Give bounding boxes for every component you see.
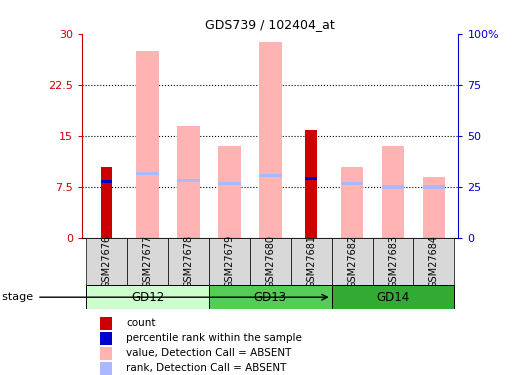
Bar <box>86 238 127 285</box>
Bar <box>168 238 209 285</box>
Bar <box>422 177 445 238</box>
Bar <box>259 174 281 177</box>
Bar <box>177 126 200 238</box>
Bar <box>305 130 317 238</box>
Bar <box>100 317 112 330</box>
Text: development stage: development stage <box>0 292 33 302</box>
Text: count: count <box>126 318 156 328</box>
Bar <box>100 347 112 360</box>
Bar <box>291 238 332 285</box>
Text: GSM27683: GSM27683 <box>388 235 398 288</box>
Bar <box>136 172 159 175</box>
Bar <box>413 238 454 285</box>
Bar <box>218 146 241 238</box>
Bar <box>209 238 250 285</box>
Text: GSM27679: GSM27679 <box>224 235 234 288</box>
Bar <box>101 180 112 183</box>
Bar <box>422 186 445 189</box>
Bar <box>177 178 200 182</box>
Text: GD13: GD13 <box>254 291 287 304</box>
Bar <box>382 146 404 238</box>
Bar <box>209 285 332 309</box>
Text: GSM27678: GSM27678 <box>183 235 193 288</box>
Text: GSM27682: GSM27682 <box>347 235 357 288</box>
Text: rank, Detection Call = ABSENT: rank, Detection Call = ABSENT <box>126 363 287 374</box>
Bar <box>218 182 241 185</box>
Text: GSM27684: GSM27684 <box>429 235 439 288</box>
Text: GSM27677: GSM27677 <box>143 235 153 288</box>
Bar <box>373 238 413 285</box>
Text: GSM27680: GSM27680 <box>266 235 275 288</box>
Bar <box>341 182 364 185</box>
Bar <box>382 186 404 189</box>
Text: GD14: GD14 <box>376 291 410 304</box>
Bar <box>100 332 112 345</box>
Text: GSM27676: GSM27676 <box>102 235 112 288</box>
Text: GSM27681: GSM27681 <box>306 235 316 288</box>
Bar <box>332 285 454 309</box>
Bar <box>259 42 281 238</box>
Text: value, Detection Call = ABSENT: value, Detection Call = ABSENT <box>126 348 292 358</box>
Bar <box>100 362 112 375</box>
Bar <box>341 166 364 238</box>
Bar <box>86 285 209 309</box>
Bar <box>250 238 291 285</box>
Title: GDS739 / 102404_at: GDS739 / 102404_at <box>206 18 335 31</box>
Text: percentile rank within the sample: percentile rank within the sample <box>126 333 302 344</box>
Bar <box>136 51 159 238</box>
Bar <box>305 177 317 180</box>
Text: GD12: GD12 <box>131 291 164 304</box>
Bar <box>332 238 373 285</box>
Bar <box>101 166 112 238</box>
Bar <box>127 238 168 285</box>
